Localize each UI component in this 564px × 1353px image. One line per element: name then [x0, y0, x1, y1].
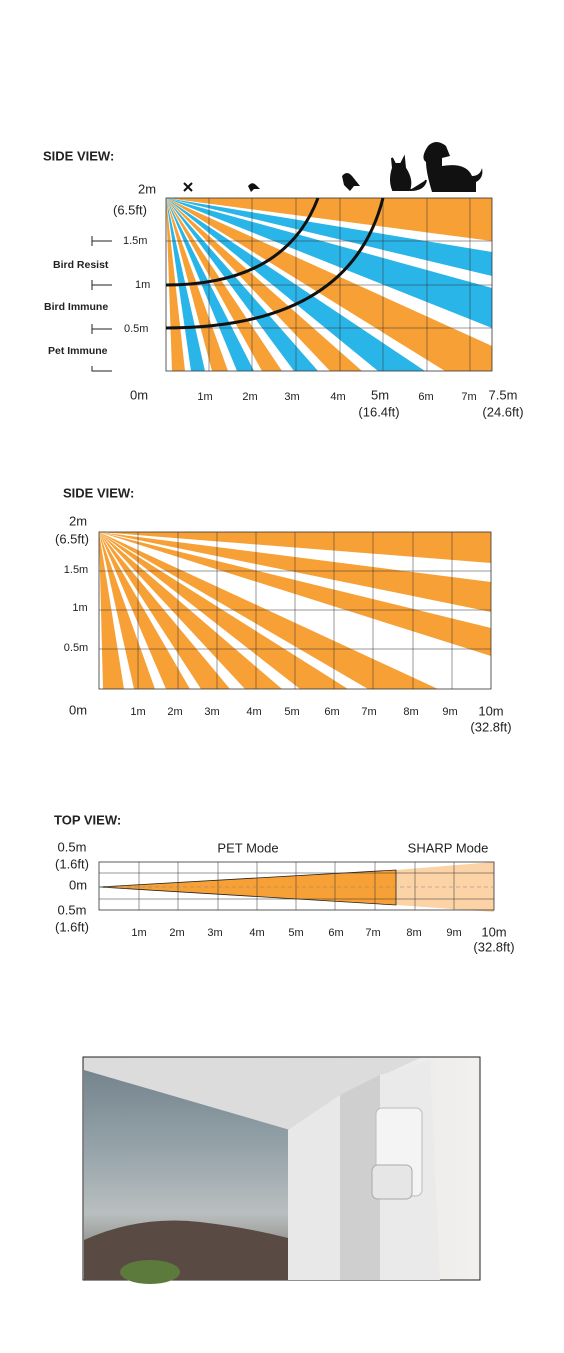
x-label: 3m: [284, 391, 299, 403]
pet-beam: [98, 869, 397, 906]
beam: [166, 198, 492, 241]
icon-bird: [342, 173, 360, 191]
side-view-1: SIDE VIEW: 2m (6.5ft) 1.5m 1m 0.5m 0m Bird Resi…: [43, 142, 524, 419]
y-label: 1.5m: [123, 235, 147, 247]
y-label: 0.5m: [58, 839, 87, 854]
zone-label: Pet Immune: [48, 345, 108, 357]
y-label: 0m: [130, 387, 148, 402]
zone-tick: [91, 324, 112, 334]
y-label: 1.5m: [64, 564, 88, 576]
y-label: (6.5ft): [113, 202, 147, 217]
title: SIDE VIEW:: [63, 485, 134, 500]
photo: [82, 1056, 481, 1284]
x-label: 9m: [442, 706, 457, 718]
icon-dog: [423, 142, 483, 192]
x-label: 1m: [130, 706, 145, 718]
y-label: (1.6ft): [55, 856, 89, 871]
x-label: 7m: [461, 391, 476, 403]
zone-label: Bird Immune: [44, 301, 108, 313]
zone-tick: [91, 236, 112, 246]
title: TOP VIEW:: [54, 812, 121, 827]
y-label: 2m: [69, 513, 87, 528]
grid-frame: [98, 861, 495, 911]
y-label: (6.5ft): [55, 531, 89, 546]
x-label: 1m: [197, 391, 212, 403]
y-label: 2m: [138, 181, 156, 196]
y-label: 0.5m: [124, 323, 148, 335]
x-label: 4m: [330, 391, 345, 403]
x-label: 7.5m: [489, 387, 518, 402]
zone-tick: [91, 366, 112, 372]
x-label: (16.4ft): [358, 404, 399, 419]
y-label: 0m: [69, 877, 87, 892]
x-label: 5m: [371, 387, 389, 402]
x-label: 3m: [204, 706, 219, 718]
beam: [166, 198, 492, 328]
side-view-2: SIDE VIEW: 2m (6.5ft) 1.5m 1m 0.5m 0m 1m 2m 3m 4m 5…: [55, 485, 512, 734]
x-label: 1m: [131, 927, 146, 939]
zone-label: Bird Resist: [53, 259, 109, 271]
mode-label: PET Mode: [217, 840, 278, 855]
x-label: 10m: [478, 703, 503, 718]
icon-cat: [390, 154, 427, 191]
x-label: 7m: [365, 927, 380, 939]
x-label: 2m: [167, 706, 182, 718]
x-label: 9m: [446, 927, 461, 939]
x-label: 2m: [242, 391, 257, 403]
x-label: 6m: [324, 706, 339, 718]
x-label: 5m: [284, 706, 299, 718]
arc: [165, 197, 385, 330]
y-label: 0m: [69, 702, 87, 717]
y-label: (1.6ft): [55, 919, 89, 934]
grid-frame: [98, 531, 492, 690]
beam: [166, 198, 492, 276]
x-label: 8m: [406, 927, 421, 939]
x-label: 3m: [207, 927, 222, 939]
icon-x: [183, 182, 193, 192]
x-label: 5m: [288, 927, 303, 939]
y-label: 0.5m: [58, 902, 87, 917]
x-label: 2m: [169, 927, 184, 939]
x-label: 6m: [418, 391, 433, 403]
x-label: 8m: [403, 706, 418, 718]
x-label: 10m: [481, 924, 506, 939]
mode-label: SHARP Mode: [408, 840, 489, 855]
title: SIDE VIEW:: [43, 148, 114, 163]
y-label: 1m: [135, 279, 150, 291]
icon-small-bird: [248, 183, 260, 192]
x-label: 6m: [328, 927, 343, 939]
y-label: 1m: [72, 602, 87, 614]
x-label: (32.8ft): [470, 719, 511, 734]
x-label: (32.8ft): [473, 939, 514, 954]
y-label: 0.5m: [64, 642, 88, 654]
x-label: 4m: [246, 706, 261, 718]
zone-tick: [91, 280, 112, 290]
arc: [165, 197, 320, 287]
x-label: 4m: [249, 927, 264, 939]
x-label: (24.6ft): [482, 404, 523, 419]
top-view: TOP VIEW: PET Mode SHARP Mode 0.5m (1.6ft) 0m…: [54, 812, 515, 954]
x-label: 7m: [361, 706, 376, 718]
